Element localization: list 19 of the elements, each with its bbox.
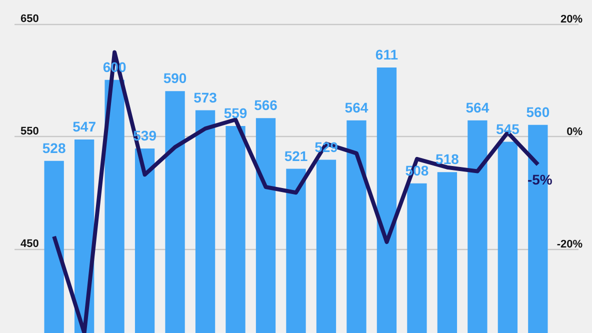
- data-label: 573: [194, 89, 218, 106]
- y2-tick-label: 0%: [566, 126, 583, 138]
- data-label: 566: [254, 97, 278, 114]
- data-label: 590: [163, 70, 187, 86]
- data-label: 560: [526, 104, 550, 120]
- data-label: 518: [436, 151, 460, 168]
- data-label: 559: [224, 105, 248, 121]
- data-label: 611: [375, 46, 398, 62]
- data-label: 521: [284, 148, 308, 164]
- data-label: 547: [72, 118, 96, 134]
- y-tick-label: 650: [20, 13, 39, 26]
- y-tick-label: 450: [20, 238, 39, 250]
- data-label: 545: [496, 120, 520, 137]
- y2-tick-label: -20%: [556, 238, 583, 250]
- y2-tick-label: 20%: [560, 14, 583, 26]
- data-label: 564: [466, 99, 490, 116]
- data-label: 528: [42, 140, 66, 156]
- y-tick-label: 550: [20, 126, 39, 138]
- data-label: 564: [344, 99, 368, 116]
